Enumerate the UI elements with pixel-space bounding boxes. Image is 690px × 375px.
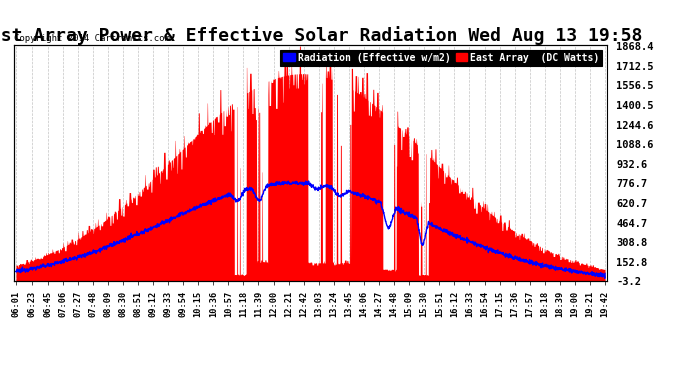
Title: East Array Power & Effective Solar Radiation Wed Aug 13 19:58: East Array Power & Effective Solar Radia… — [0, 26, 642, 45]
Text: Copyright 2014 Cartronics.com: Copyright 2014 Cartronics.com — [14, 34, 170, 43]
Legend: Radiation (Effective w/m2), East Array  (DC Watts): Radiation (Effective w/m2), East Array (… — [280, 50, 602, 66]
